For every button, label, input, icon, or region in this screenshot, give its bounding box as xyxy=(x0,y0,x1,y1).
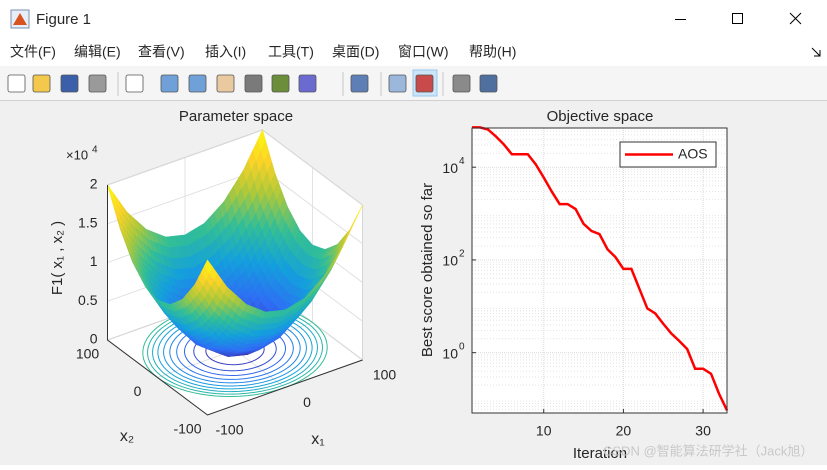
toolbar-icon xyxy=(415,74,434,93)
menu-item[interactable]: 工具(T) xyxy=(268,44,314,60)
y-tick-label: -100 xyxy=(173,421,201,437)
x-tick-label: 0 xyxy=(303,394,311,410)
toolbar-button[interactable] xyxy=(60,74,79,93)
menu-item[interactable]: 查看(V) xyxy=(138,44,185,60)
chart-title: Objective space xyxy=(547,108,654,125)
toolbar-icon xyxy=(160,74,179,93)
window-title: Figure 1 xyxy=(36,11,91,28)
z-axis-label: F1( x₁ , x₂ ) xyxy=(49,221,66,295)
surface-patch xyxy=(204,259,213,274)
y-tick-label: 10 xyxy=(442,160,458,176)
toolbar-button[interactable] xyxy=(88,74,107,93)
axis-line xyxy=(107,185,363,416)
toolbar-icon xyxy=(125,74,144,93)
axes-box xyxy=(471,127,728,414)
menu-item[interactable]: 桌面(D) xyxy=(332,44,379,60)
z-tick-label: 1 xyxy=(90,253,98,269)
toolbar-icon xyxy=(388,74,407,93)
toolbar-button[interactable] xyxy=(388,74,407,93)
y-tick-exponent: 0 xyxy=(459,341,465,352)
menu-item[interactable]: 窗口(W) xyxy=(398,44,449,60)
x-tick-label: -100 xyxy=(215,422,243,438)
toolbar-icon xyxy=(271,74,290,93)
x-tick-label: 10 xyxy=(536,423,552,439)
legend-label: AOS xyxy=(678,146,708,162)
watermark: CSDN @智能算法研学社（Jack旭） xyxy=(603,443,813,458)
x-tick-label: 20 xyxy=(616,423,632,439)
x-axis-label: Iteration xyxy=(573,445,627,462)
app-icon xyxy=(10,9,30,29)
toolbar-icon xyxy=(32,74,51,93)
z-tick-label: 2 xyxy=(90,176,98,192)
toolbar-icon xyxy=(452,74,471,93)
toolbar-button[interactable] xyxy=(271,74,290,93)
series-line xyxy=(472,126,729,411)
toolbar-button[interactable] xyxy=(452,74,471,93)
z-tick-label: 0 xyxy=(90,331,98,347)
y-tick-label: 100 xyxy=(76,346,100,362)
close-button[interactable] xyxy=(789,12,802,25)
z-exponent-base: ×10 xyxy=(66,147,88,162)
maximize-button[interactable] xyxy=(732,13,743,24)
menu-item[interactable]: 插入(I) xyxy=(205,44,246,60)
toolbar-icon xyxy=(88,74,107,93)
toolbar-icon xyxy=(244,74,263,93)
z-tick-label: 1.5 xyxy=(78,214,98,230)
y-tick-label: 10 xyxy=(442,345,458,361)
menu-item[interactable]: 编辑(E) xyxy=(74,44,121,60)
toolbar xyxy=(7,69,498,97)
x-axis-label: x₁ xyxy=(311,431,324,448)
toolbar-icon xyxy=(7,74,26,93)
x-tick-label: 30 xyxy=(695,423,711,439)
y-tick-exponent: 4 xyxy=(459,156,465,167)
toolbar-button[interactable] xyxy=(298,74,317,93)
y-tick-label: 10 xyxy=(442,253,458,269)
y-axis-label: Best score obtained so far xyxy=(419,183,436,357)
x-tick-label: 100 xyxy=(373,367,397,383)
menu-item[interactable]: 帮助(H) xyxy=(469,44,516,60)
toolbar-button[interactable] xyxy=(160,74,179,93)
menu-item[interactable]: 文件(F) xyxy=(10,44,56,60)
toolbar-button[interactable] xyxy=(412,69,438,97)
toolbar-icon xyxy=(350,74,369,93)
toolbar-icon xyxy=(188,74,207,93)
toolbar-button[interactable] xyxy=(32,74,51,93)
toolbar-button[interactable] xyxy=(125,74,144,93)
toolbar-icon xyxy=(298,74,317,93)
menu-collapse[interactable] xyxy=(811,47,821,57)
y-tick-label: 0 xyxy=(134,383,142,399)
toolbar-button[interactable] xyxy=(479,74,498,93)
chart-title: Parameter space xyxy=(179,108,293,125)
toolbar-icon xyxy=(60,74,79,93)
z-tick-label: 0.5 xyxy=(78,292,98,308)
toolbar-icon xyxy=(479,74,498,93)
toolbar-button[interactable] xyxy=(7,74,26,93)
y-tick-exponent: 2 xyxy=(459,249,465,260)
toolbar-button[interactable] xyxy=(350,74,369,93)
toolbar-button[interactable] xyxy=(188,74,207,93)
toolbar-button[interactable] xyxy=(244,74,263,93)
y-axis-label: x₂ xyxy=(120,428,134,445)
toolbar-icon xyxy=(216,74,235,93)
toolbar-button[interactable] xyxy=(216,74,235,93)
z-exponent-power: 4 xyxy=(92,145,98,156)
